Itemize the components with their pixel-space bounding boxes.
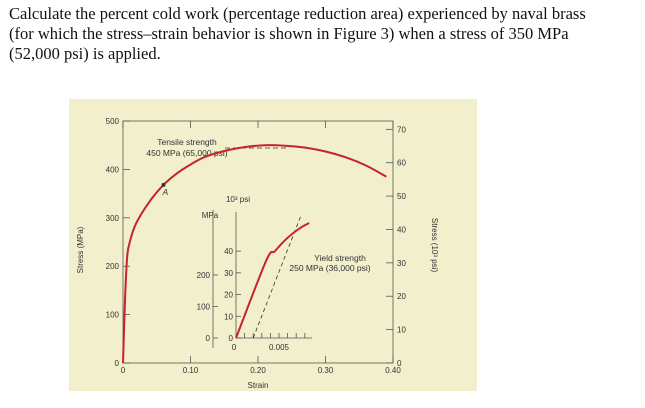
- inset-unit-psi: 10³ psi: [226, 195, 250, 204]
- question-text: Calculate the percent cold work (percent…: [9, 4, 639, 64]
- inset-mpa-tick-label-0: 0: [206, 334, 211, 343]
- inset-offset-dashed-line: [252, 216, 301, 339]
- y-right-tick-label-0: 0: [397, 359, 402, 368]
- y-axis-label-right: Stress (10³ psi): [430, 218, 439, 273]
- x-tick-label-4: 0.40: [385, 366, 401, 375]
- inset-mpa-ticks: 0 100 200: [197, 271, 218, 343]
- y-tick-label-5: 500: [106, 117, 120, 126]
- yield-label-line1: Yield strength: [314, 253, 366, 263]
- inset-x-ticks: 0 0.005: [232, 333, 306, 352]
- inset-mpa-tick-label-2: 200: [197, 271, 211, 280]
- inset-psi-tick-label-2: 20: [224, 291, 233, 300]
- y-right-tick-label-2: 20: [397, 292, 406, 301]
- y-tick-label-4: 400: [106, 165, 120, 174]
- y-right-tick-label-3: 30: [397, 259, 406, 268]
- tensile-label-line2: 450 MPa (65,000 psi): [146, 148, 227, 158]
- inset-x-tick-label-1: 0.005: [269, 343, 290, 352]
- question-line-3: (52,000 psi) is applied.: [9, 44, 161, 63]
- inset-unit-mpa: MPa: [202, 211, 219, 220]
- y-tick-label-3: 300: [106, 214, 120, 223]
- right-axis-ticks: 0 10 20 30 40 50 60 70: [386, 125, 406, 368]
- y-right-tick-label-7: 70: [397, 125, 406, 134]
- y-tick-label-1: 100: [106, 311, 120, 320]
- x-tick-label-2: 0.20: [250, 366, 266, 375]
- yield-label-line2: 250 MPa (36,000 psi): [289, 263, 370, 273]
- y-tick-label-0: 0: [115, 359, 120, 368]
- y-axis-label-left: Stress (MPa): [76, 226, 85, 273]
- y-tick-label-2: 200: [106, 262, 120, 271]
- inset-psi-tick-label-1: 10: [224, 312, 233, 321]
- inset-psi-tick-label-4: 40: [224, 247, 233, 256]
- x-tick-label-0: 0: [121, 366, 126, 375]
- y-right-tick-label-6: 60: [397, 159, 406, 168]
- inset-mpa-tick-label-1: 100: [197, 303, 211, 312]
- question-line-2: (for which the stress–strain behavior is…: [9, 24, 569, 43]
- inset-psi-ticks: 0 10 20 30 40: [224, 247, 241, 343]
- x-axis-label: Strain: [248, 381, 269, 390]
- point-a-marker: [161, 182, 166, 187]
- y-right-tick-label-5: 50: [397, 192, 406, 201]
- x-tick-label-3: 0.30: [318, 366, 334, 375]
- inset-x-tick-label-0: 0: [232, 343, 237, 352]
- main-stress-strain-curve: [122, 144, 387, 364]
- inset-psi-tick-label-3: 30: [224, 269, 233, 278]
- inset-psi-tick-label-0: 0: [229, 334, 234, 343]
- y-right-tick-label-1: 10: [397, 326, 406, 335]
- question-line-1: Calculate the percent cold work (percent…: [9, 4, 586, 23]
- tensile-label-line1: Tensile strength: [157, 137, 217, 147]
- x-tick-label-1: 0.10: [183, 366, 199, 375]
- point-a-label: A: [162, 187, 169, 197]
- y-right-tick-label-4: 40: [397, 225, 406, 234]
- inset-plot: MPa 10³ psi 0 100 200 0 10 20 30 40 0 0.005: [197, 195, 312, 352]
- inset-stress-strain-curve: [235, 222, 310, 339]
